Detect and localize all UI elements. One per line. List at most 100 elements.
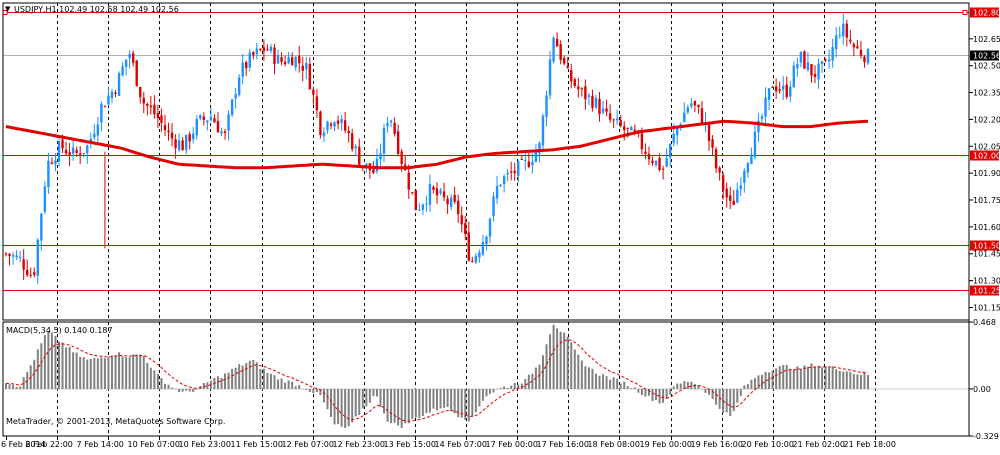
candle-body xyxy=(460,215,463,225)
candle-body xyxy=(767,88,771,101)
candle-body xyxy=(799,51,803,63)
candle-body xyxy=(559,44,562,60)
candle-body xyxy=(174,139,177,149)
candle-body xyxy=(732,200,735,205)
macd-bar xyxy=(291,381,294,389)
candle-body xyxy=(580,88,584,90)
macd-bar xyxy=(821,367,824,389)
candle-body xyxy=(453,194,456,202)
candle-body xyxy=(573,79,576,86)
macd-bar xyxy=(616,378,619,389)
candle-body xyxy=(315,96,319,111)
candle-body xyxy=(658,158,661,170)
macd-bar xyxy=(54,335,57,389)
candle-body xyxy=(322,132,326,137)
candle-body xyxy=(280,57,283,62)
macd-bar xyxy=(520,383,523,389)
candle-body xyxy=(690,103,693,107)
macd-bar xyxy=(259,368,262,389)
macd-bar xyxy=(135,354,138,389)
macd-bar xyxy=(96,358,99,389)
candle-body xyxy=(711,139,714,148)
macd-bar xyxy=(792,369,795,389)
macd-bar xyxy=(89,358,92,389)
macd-bar xyxy=(785,364,788,389)
candle-body xyxy=(156,113,160,119)
candle-body xyxy=(216,121,220,133)
macd-bar xyxy=(269,373,272,389)
candle-body xyxy=(347,130,350,134)
macd-bar xyxy=(224,373,227,389)
candle-body xyxy=(96,124,100,136)
macd-bar xyxy=(273,375,276,389)
candle-body xyxy=(135,60,138,86)
time-label: 18 Feb 08:00 xyxy=(588,440,640,449)
time-label: 21 Feb 18:00 xyxy=(844,440,896,449)
macd-bar xyxy=(8,384,11,389)
macd-bar xyxy=(103,358,106,389)
candle-body xyxy=(736,189,739,203)
candle-body xyxy=(598,98,601,115)
macd-bar xyxy=(852,374,855,389)
macd-bar xyxy=(757,375,760,389)
candle-body xyxy=(266,49,269,51)
moving-average-series xyxy=(5,119,869,170)
macd-bar xyxy=(842,371,845,389)
candle-body xyxy=(287,57,290,64)
macd-bar xyxy=(287,380,290,389)
candle-body xyxy=(372,169,375,173)
macd-bar xyxy=(782,365,785,389)
macd-bar xyxy=(75,352,78,389)
candle-body xyxy=(449,197,453,207)
candle-body xyxy=(785,84,788,97)
macd-bar xyxy=(312,388,315,394)
macd-bar xyxy=(128,357,131,389)
macd-axis-label: 0.00 xyxy=(973,385,991,394)
candle-body xyxy=(697,104,700,108)
candle-body xyxy=(86,145,89,154)
macd-bar xyxy=(644,388,647,397)
time-label: 13 Feb 15:00 xyxy=(384,440,436,449)
macd-bar xyxy=(337,388,340,425)
macd-bar xyxy=(347,388,350,427)
candle-body xyxy=(308,64,312,90)
macd-bar xyxy=(361,388,364,409)
candle-body xyxy=(386,122,389,127)
macd-bar xyxy=(5,383,7,389)
macd-bar xyxy=(481,388,484,401)
candle-body xyxy=(644,151,647,155)
candle-body xyxy=(668,143,672,158)
candle-body xyxy=(252,52,255,56)
macd-bar xyxy=(372,388,375,397)
candle-body xyxy=(601,108,605,113)
macd-bar xyxy=(432,388,435,409)
candle-body xyxy=(206,120,209,123)
candle-body xyxy=(838,34,841,36)
candle-body xyxy=(615,118,619,121)
symbol-dropdown-icon[interactable]: ▼ xyxy=(5,5,11,13)
macd-signal-line xyxy=(5,339,869,422)
macd-bar xyxy=(506,387,509,389)
candle-body xyxy=(771,86,774,88)
time-label: 12 Feb 23:00 xyxy=(333,440,385,449)
copyright-text: MetaTrader, © 2001-2013, MetaQuotes Soft… xyxy=(6,417,225,426)
macd-bar xyxy=(538,364,541,389)
time-label: 19 Feb 00:00 xyxy=(640,440,692,449)
line-handle[interactable] xyxy=(962,10,968,15)
candle-body xyxy=(856,46,859,49)
macd-bar xyxy=(15,386,18,389)
candle-body xyxy=(131,53,135,63)
candle-body xyxy=(651,160,654,164)
macd-bar xyxy=(220,378,223,389)
macd-bar xyxy=(503,386,506,389)
candle-body xyxy=(290,57,294,66)
macd-bar xyxy=(577,354,580,389)
candle-body xyxy=(389,120,393,123)
candle-body xyxy=(329,123,333,126)
macd-bar xyxy=(216,376,219,389)
candle-body xyxy=(474,255,478,263)
macd-bar xyxy=(771,370,774,389)
